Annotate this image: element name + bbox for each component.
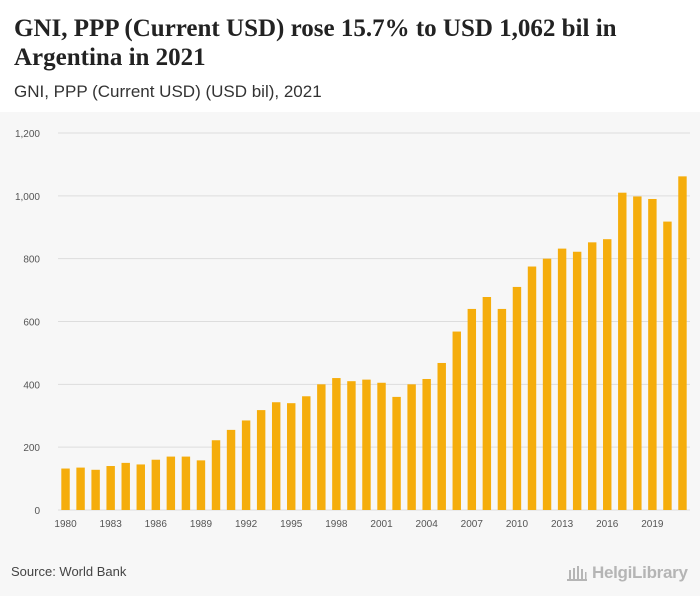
helgilibrary-logo[interactable]: HelgiLibrary xyxy=(566,562,696,584)
x-tick-label: 2004 xyxy=(416,519,439,530)
y-tick-label: 1,000 xyxy=(15,192,40,203)
chart-subtitle: GNI, PPP (Current USD) (USD bil), 2021 xyxy=(14,82,322,101)
bar-2002[interactable] xyxy=(392,396,401,510)
bar-1982[interactable] xyxy=(91,469,100,510)
y-tick-label: 1,200 xyxy=(15,129,40,140)
x-tick-label: 1998 xyxy=(325,519,348,530)
bar-1988[interactable] xyxy=(181,456,191,510)
bar-1998[interactable] xyxy=(332,378,341,510)
bar-2004[interactable] xyxy=(422,378,431,510)
logo-text: HelgiLibrary xyxy=(592,563,688,582)
source-note: Source: World Bank xyxy=(11,564,127,579)
x-tick-label: 2016 xyxy=(596,519,619,530)
x-tick-label: 1980 xyxy=(54,519,77,530)
header: GNI, PPP (Current USD) rose 15.7% to USD… xyxy=(0,0,700,112)
y-tick-label: 400 xyxy=(23,380,40,391)
x-axis: 1980 1983 1986 1989 1992 1995 1998 2001 2004 2007… xyxy=(54,519,664,530)
bar-1997[interactable] xyxy=(317,384,326,510)
bar-1987[interactable] xyxy=(166,456,176,510)
y-tick-label: 600 xyxy=(23,318,40,329)
y-tick-label: 0 xyxy=(34,506,40,517)
bar-2020[interactable] xyxy=(663,221,672,510)
bar-2009[interactable] xyxy=(497,308,507,510)
y-tick-label: 800 xyxy=(23,255,40,266)
bar-1992[interactable] xyxy=(241,420,251,510)
bar-1996[interactable] xyxy=(302,396,311,510)
x-tick-label: 1992 xyxy=(235,519,258,530)
y-axis: 0 200 400 600 800 1,000 1,200 xyxy=(15,129,40,517)
bar-2013[interactable] xyxy=(557,248,567,511)
bar-1985[interactable] xyxy=(136,464,145,510)
bar-chart: 0 200 400 600 800 1,000 1,200 1980 1983 1986 1989… xyxy=(15,129,690,530)
bar-2016[interactable] xyxy=(603,239,612,510)
bar-2010[interactable] xyxy=(512,286,522,510)
bar-2007[interactable] xyxy=(467,308,477,510)
x-tick-label: 2001 xyxy=(370,519,393,530)
x-tick-label: 1989 xyxy=(190,519,213,530)
x-tick-label: 1983 xyxy=(100,519,123,530)
x-tick-label: 2010 xyxy=(506,519,529,530)
bar-1991[interactable] xyxy=(226,429,236,510)
bar-2012[interactable] xyxy=(542,258,552,510)
chart-title: GNI, PPP (Current USD) rose 15.7% to USD… xyxy=(14,15,617,71)
x-tick-label: 2013 xyxy=(551,519,574,530)
bar-1999[interactable] xyxy=(347,381,356,510)
bar-1995[interactable] xyxy=(287,403,296,510)
bar-2001[interactable] xyxy=(377,382,386,510)
bar-1989[interactable] xyxy=(196,460,206,510)
bar-2003[interactable] xyxy=(407,384,416,510)
gridlines xyxy=(58,132,690,511)
bar-2011[interactable] xyxy=(527,266,537,510)
bar-2015[interactable] xyxy=(587,242,597,510)
y-tick-label: 200 xyxy=(23,443,40,454)
bar-2006[interactable] xyxy=(452,331,461,510)
bar-2008[interactable] xyxy=(482,297,492,510)
x-tick-label: 1986 xyxy=(145,519,168,530)
bar-1993[interactable] xyxy=(256,410,266,510)
bar-1994[interactable] xyxy=(271,402,281,510)
bar-1980[interactable] xyxy=(61,468,70,510)
bar-2014[interactable] xyxy=(572,251,582,510)
bar-2018[interactable] xyxy=(633,196,642,510)
plot-area: 0 200 400 600 800 1,000 1,200 1980 1983 1986 1989… xyxy=(0,112,700,596)
bars xyxy=(61,176,687,511)
bar-2000[interactable] xyxy=(362,379,371,510)
bar-2021[interactable] xyxy=(678,176,687,511)
bar-1983[interactable] xyxy=(106,466,115,510)
library-building-icon xyxy=(567,566,587,581)
bar-2017[interactable] xyxy=(618,192,627,510)
bar-2019[interactable] xyxy=(648,198,657,510)
x-tick-label: 1995 xyxy=(280,519,303,530)
bar-2005[interactable] xyxy=(437,362,446,510)
bar-1984[interactable] xyxy=(121,462,130,511)
x-tick-label: 2007 xyxy=(461,519,484,530)
bar-1981[interactable] xyxy=(76,467,85,510)
x-tick-label: 2019 xyxy=(641,519,664,530)
bar-1990[interactable] xyxy=(211,440,221,510)
bar-1986[interactable] xyxy=(151,459,161,510)
